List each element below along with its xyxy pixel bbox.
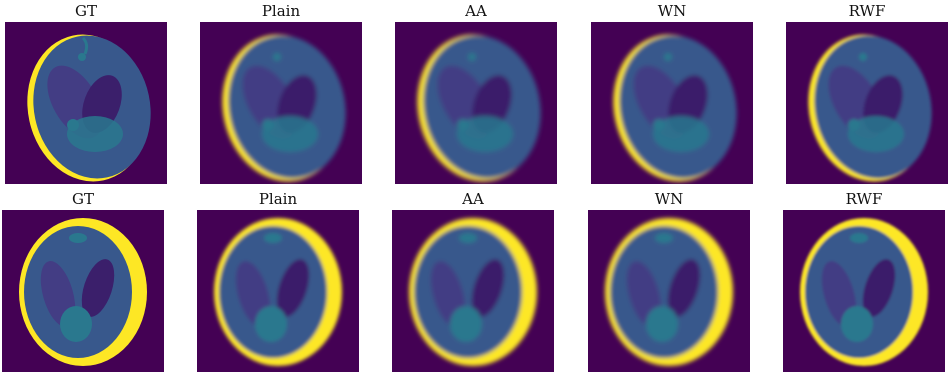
panel-plain: Plain [200,0,362,186]
panel-gt: GT [5,0,167,186]
panel-title: AA [465,2,487,20]
phantom-image-rwf [786,22,948,184]
phantom-image-plain [197,210,359,372]
panel-title: AA [462,190,484,208]
phantom-image-aa [392,210,554,372]
panel-aa: AA [392,188,554,374]
panel-title: Plain [258,190,298,208]
panel-rwf: RWF [786,0,948,186]
phantom-image-plain [200,22,362,184]
row-phantom-a: GT Plain [0,0,948,186]
phantom-image-gt [2,210,164,372]
panel-aa: AA [395,0,557,186]
panel-title: Plain [261,2,301,20]
phantom-image-wn [588,210,750,372]
panel-wn: WN [588,188,750,374]
panel-title: WN [654,190,684,208]
panel-title: RWF [848,2,886,20]
phantom-image-wn [591,22,753,184]
panel-title: RWF [845,190,883,208]
panel-gt: GT [2,188,164,374]
phantom-image-rwf [783,210,945,372]
panel-title: GT [75,2,97,20]
panel-title: WN [657,2,687,20]
panel-plain: Plain [197,188,359,374]
panel-rwf: RWF [783,188,945,374]
panel-wn: WN [591,0,753,186]
row-phantom-b: GT Plain [0,188,948,374]
phantom-image-gt [5,22,167,184]
panel-title: GT [72,190,94,208]
phantom-image-aa [395,22,557,184]
